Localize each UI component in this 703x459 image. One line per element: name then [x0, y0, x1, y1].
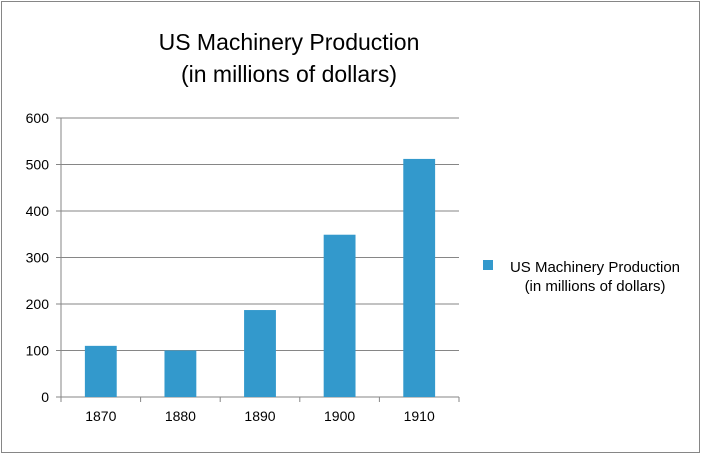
legend-swatch — [483, 260, 493, 270]
bar-1870 — [84, 345, 117, 397]
bar-1900 — [323, 234, 356, 397]
chart-title-line-1: US Machinery Production — [159, 29, 420, 55]
bar-1880 — [164, 350, 197, 397]
legend: US Machinery Production (in millions of d… — [483, 259, 680, 295]
y-tick-label: 0 — [41, 389, 49, 405]
plot-area: 0 100 200 300 400 500 600 1870 1880 1890 1900 1910 — [26, 110, 460, 424]
y-tick-label: 500 — [26, 157, 50, 173]
legend-label: US Machinery Production (in millions of d… — [510, 259, 680, 295]
y-tick-label: 600 — [26, 110, 50, 126]
bar-chart: US Machinery Production (in millions of … — [26, 29, 680, 424]
x-tick-label: 1910 — [404, 408, 435, 424]
bar-1890 — [244, 310, 276, 397]
x-tick-label: 1880 — [165, 408, 196, 424]
bar-1910 — [403, 158, 436, 397]
y-tick-label: 200 — [26, 296, 50, 312]
legend-label-line: (in millions of dollars) — [525, 278, 666, 295]
y-tick-label: 100 — [26, 343, 50, 359]
y-tick-label: 400 — [26, 203, 50, 219]
x-tick-label: 1890 — [244, 408, 275, 424]
legend-label-line: US Machinery Production — [510, 259, 680, 276]
x-tick-label: 1870 — [85, 408, 116, 424]
chart-title: US Machinery Production (in millions of … — [159, 29, 420, 87]
y-tick-label: 300 — [26, 250, 50, 266]
chart-title-line-2: (in millions of dollars) — [181, 61, 397, 87]
chart-frame: US Machinery Production (in millions of … — [1, 1, 700, 453]
x-tick-label: 1900 — [324, 408, 355, 424]
